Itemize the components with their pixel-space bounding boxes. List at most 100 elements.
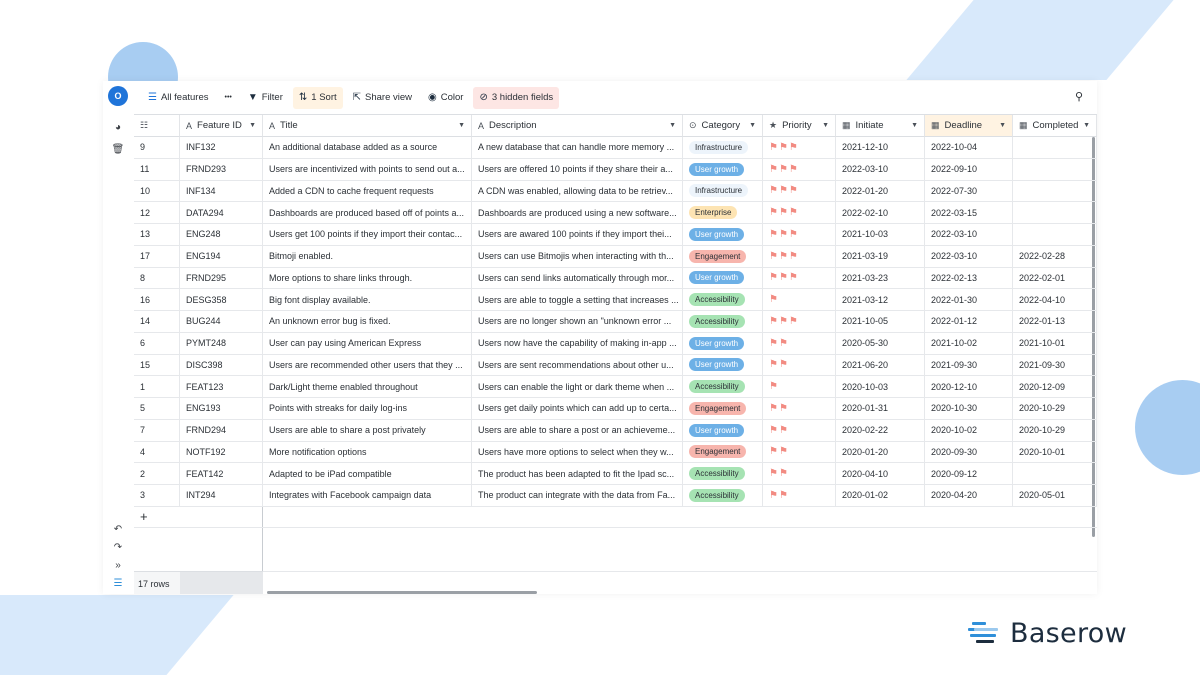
cell-title[interactable]: Added a CDN to cache frequent requests bbox=[263, 180, 472, 203]
cell-title[interactable]: More options to share links through. bbox=[263, 267, 472, 290]
column-header-completed[interactable]: ▦ Completed ▼ bbox=[1013, 115, 1097, 137]
chevron-down-icon[interactable]: ▼ bbox=[669, 122, 676, 129]
cell-initiate[interactable]: 2020-01-31 bbox=[836, 398, 925, 420]
cell-priority[interactable]: ⚑⚑ bbox=[763, 398, 836, 420]
add-row-area[interactable] bbox=[263, 507, 1097, 528]
cell-completed[interactable]: 2021-09-30 bbox=[1013, 354, 1097, 377]
cell-completed[interactable] bbox=[1013, 224, 1097, 246]
cell-deadline[interactable]: 2021-10-02 bbox=[925, 332, 1013, 355]
cell-title[interactable]: Users are incentivized with points to se… bbox=[263, 158, 472, 181]
cell-category[interactable]: Enterprise bbox=[683, 202, 763, 224]
cell-category[interactable]: User growth bbox=[683, 332, 763, 355]
cell-category[interactable]: Accessibility bbox=[683, 311, 763, 333]
avatar[interactable]: O bbox=[108, 86, 128, 106]
row-number[interactable]: 13 bbox=[134, 224, 180, 246]
cell-category[interactable]: Infrastructure bbox=[683, 180, 763, 203]
column-header-category[interactable]: ⊙ Category ▼ bbox=[683, 115, 763, 137]
chevron-down-icon[interactable]: ▼ bbox=[458, 122, 465, 129]
cell-feature-id[interactable]: FRND293 bbox=[180, 158, 263, 181]
vertical-scrollbar[interactable] bbox=[1092, 137, 1095, 537]
redo-icon[interactable]: ↷ bbox=[113, 541, 123, 553]
cell-category[interactable]: Engagement bbox=[683, 441, 763, 464]
cell-priority[interactable]: ⚑⚑ bbox=[763, 485, 836, 507]
cell-feature-id[interactable]: ENG193 bbox=[180, 398, 263, 420]
cell-description[interactable]: Users have more options to select when t… bbox=[472, 441, 683, 464]
cell-category[interactable]: User growth bbox=[683, 419, 763, 442]
cell-deadline[interactable]: 2022-03-10 bbox=[925, 224, 1013, 246]
cell-title[interactable]: Integrates with Facebook campaign data bbox=[263, 485, 472, 507]
cell-description[interactable]: The product has been adapted to fit the … bbox=[472, 463, 683, 485]
cell-deadline[interactable]: 2022-01-30 bbox=[925, 289, 1013, 311]
cell-initiate[interactable]: 2022-03-10 bbox=[836, 158, 925, 181]
cell-title[interactable]: Users are recommended other users that t… bbox=[263, 354, 472, 377]
cell-deadline[interactable]: 2020-09-30 bbox=[925, 441, 1013, 464]
cell-priority[interactable]: ⚑⚑⚑ bbox=[763, 202, 836, 224]
chevron-down-icon[interactable]: ▼ bbox=[749, 122, 756, 129]
cell-initiate[interactable]: 2020-04-10 bbox=[836, 463, 925, 485]
cell-initiate[interactable]: 2021-12-10 bbox=[836, 137, 925, 159]
cell-completed[interactable] bbox=[1013, 158, 1097, 181]
row-number[interactable]: 8 bbox=[134, 267, 180, 290]
cell-initiate[interactable]: 2020-02-22 bbox=[836, 419, 925, 442]
cell-title[interactable]: Points with streaks for daily log-ins bbox=[263, 398, 472, 420]
cell-completed[interactable]: 2020-12-09 bbox=[1013, 376, 1097, 398]
sort-button[interactable]: ⇅ 1 Sort bbox=[292, 86, 343, 109]
cell-completed[interactable] bbox=[1013, 202, 1097, 224]
cell-deadline[interactable]: 2022-09-10 bbox=[925, 158, 1013, 181]
cell-title[interactable]: More notification options bbox=[263, 441, 472, 464]
expand-icon[interactable]: » bbox=[115, 559, 121, 571]
chevron-down-icon[interactable]: ▼ bbox=[1083, 122, 1090, 129]
hidden-fields-button[interactable]: ⊘ 3 hidden fields bbox=[473, 86, 560, 109]
cell-category[interactable]: User growth bbox=[683, 267, 763, 290]
cell-completed[interactable]: 2020-10-29 bbox=[1013, 419, 1097, 442]
cell-completed[interactable]: 2022-02-01 bbox=[1013, 267, 1097, 290]
row-number[interactable]: 1 bbox=[134, 376, 180, 398]
cell-deadline[interactable]: 2022-01-12 bbox=[925, 311, 1013, 333]
cell-completed[interactable]: 2020-05-01 bbox=[1013, 485, 1097, 507]
cell-completed[interactable]: 2022-02-28 bbox=[1013, 245, 1097, 268]
cell-priority[interactable]: ⚑ bbox=[763, 376, 836, 398]
view-selector-button[interactable]: ☰ All features bbox=[142, 87, 215, 109]
cell-initiate[interactable]: 2020-01-20 bbox=[836, 441, 925, 464]
column-header-initiate[interactable]: ▦ Initiate ▼ bbox=[836, 115, 925, 137]
cell-completed[interactable]: 2020-10-29 bbox=[1013, 398, 1097, 420]
column-header-feature-id[interactable]: A Feature ID ▼ bbox=[180, 115, 263, 137]
cell-category[interactable]: Accessibility bbox=[683, 376, 763, 398]
cell-description[interactable]: The product can integrate with the data … bbox=[472, 485, 683, 507]
cell-description[interactable]: Users are able to toggle a setting that … bbox=[472, 289, 683, 311]
cell-category[interactable]: Accessibility bbox=[683, 289, 763, 311]
cell-deadline[interactable]: 2020-10-02 bbox=[925, 419, 1013, 442]
share-view-button[interactable]: ⇱ Share view bbox=[347, 87, 418, 109]
row-number[interactable]: 6 bbox=[134, 332, 180, 355]
row-number[interactable]: 15 bbox=[134, 354, 180, 377]
cell-feature-id[interactable]: DESG358 bbox=[180, 289, 263, 311]
cell-completed[interactable] bbox=[1013, 463, 1097, 485]
cell-feature-id[interactable]: FEAT142 bbox=[180, 463, 263, 485]
row-number[interactable]: 12 bbox=[134, 202, 180, 224]
cell-title[interactable]: Adapted to be iPad compatible bbox=[263, 463, 472, 485]
cell-title[interactable]: Bitmoji enabled. bbox=[263, 245, 472, 268]
row-number[interactable]: 2 bbox=[134, 463, 180, 485]
row-number[interactable]: 14 bbox=[134, 311, 180, 333]
cell-title[interactable]: User can pay using American Express bbox=[263, 332, 472, 355]
row-number-header[interactable]: ☷ bbox=[134, 115, 180, 137]
cell-category[interactable]: User growth bbox=[683, 158, 763, 181]
cell-feature-id[interactable]: INF134 bbox=[180, 180, 263, 203]
cell-priority[interactable]: ⚑⚑⚑ bbox=[763, 180, 836, 203]
column-header-title[interactable]: A Title ▼ bbox=[263, 115, 472, 137]
cell-priority[interactable]: ⚑⚑⚑ bbox=[763, 158, 836, 181]
cell-deadline[interactable]: 2021-09-30 bbox=[925, 354, 1013, 377]
cell-description[interactable]: Dashboards are produced using a new soft… bbox=[472, 202, 683, 224]
row-number[interactable]: 5 bbox=[134, 398, 180, 420]
cell-completed[interactable]: 2022-04-10 bbox=[1013, 289, 1097, 311]
search-icon[interactable]: ⚲ bbox=[1074, 91, 1083, 103]
filter-button[interactable]: ▼ Filter bbox=[242, 87, 289, 109]
cell-feature-id[interactable]: NOTF192 bbox=[180, 441, 263, 464]
cell-deadline[interactable]: 2020-04-20 bbox=[925, 485, 1013, 507]
cell-category[interactable]: User growth bbox=[683, 354, 763, 377]
cell-category[interactable]: Accessibility bbox=[683, 485, 763, 507]
cell-description[interactable]: Users are able to share a post or an ach… bbox=[472, 419, 683, 442]
cell-feature-id[interactable]: DISC398 bbox=[180, 354, 263, 377]
cell-initiate[interactable]: 2020-01-02 bbox=[836, 485, 925, 507]
cell-category[interactable]: User growth bbox=[683, 224, 763, 246]
